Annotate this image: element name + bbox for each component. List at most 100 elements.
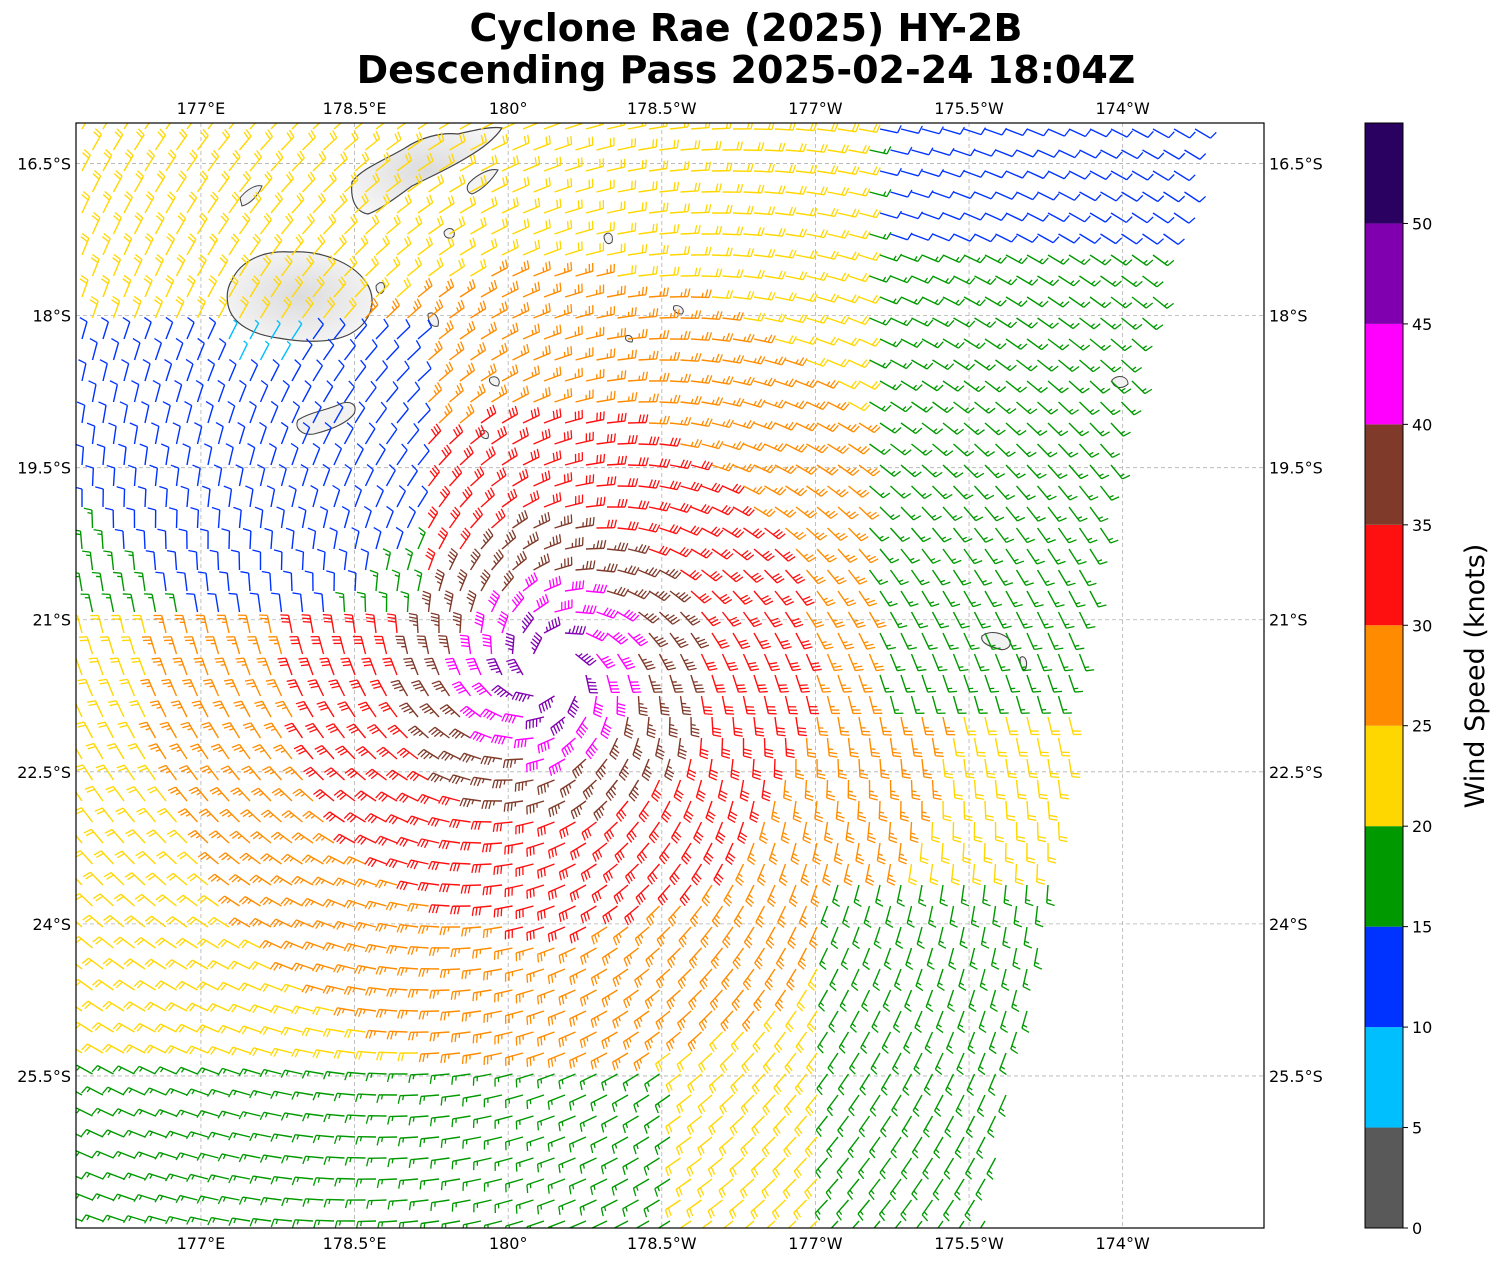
wind-barb: [879, 125, 902, 134]
wind-barb: [323, 171, 337, 193]
wind-barb: [984, 127, 1008, 136]
wind-barb: [1142, 275, 1164, 288]
wind-barb: [154, 170, 166, 193]
wind-barb: [974, 148, 997, 157]
wind-barb: [501, 238, 519, 256]
wind-barb: [764, 185, 786, 195]
wind-barb: [417, 194, 434, 214]
wind-barb: [711, 290, 734, 300]
wind-barb: [459, 154, 477, 172]
colorbar-segment: [1365, 524, 1403, 626]
colorbar-tick-label: 25: [1412, 717, 1432, 736]
wind-barb: [480, 123, 495, 130]
wind-barb: [312, 275, 325, 298]
wind-barb: [764, 227, 786, 237]
wind-barb: [785, 185, 807, 195]
wind-barb: [144, 123, 150, 130]
wind-barb: [207, 123, 214, 130]
lon-tick-label-top: 178.5°W: [627, 99, 697, 118]
wind-barb: [470, 300, 487, 319]
wind-barb: [543, 156, 562, 172]
wind-barb: [1100, 233, 1123, 245]
wind-barb: [123, 191, 134, 214]
wind-barb: [365, 130, 381, 151]
colorbar: 0 5 10 15 20 25 30 35 40 45 50: [1364, 122, 1432, 1238]
wind-barb: [186, 275, 196, 298]
viti-levu-island: [226, 251, 373, 342]
colorbar-segment: [1365, 223, 1403, 324]
wind-barb: [302, 129, 316, 151]
wind-barb: [1152, 170, 1175, 181]
wind-barb: [1058, 191, 1081, 201]
wind-barb: [764, 313, 787, 323]
wind-barb: [1079, 233, 1102, 244]
wind-barb: [942, 296, 965, 306]
wind-barb: [1089, 128, 1112, 138]
wind-barb: [963, 338, 986, 350]
wind-barb: [417, 152, 434, 172]
wind-barb: [533, 303, 551, 319]
wind-barb: [774, 206, 797, 216]
wind-barb: [1142, 149, 1165, 160]
wind-barb: [1037, 149, 1060, 158]
wind-barb: [596, 137, 615, 151]
lat-tick-label-left: 19.5°S: [17, 459, 71, 478]
wind-barb: [386, 173, 402, 193]
wind-barb: [1110, 128, 1133, 138]
wind-barb: [132, 337, 141, 361]
wind-barb: [921, 211, 945, 220]
wind-barb: [963, 254, 986, 264]
wind-barb: [711, 162, 733, 172]
wind-barb: [995, 233, 1018, 243]
wind-barb: [606, 285, 626, 298]
wind-barb: [165, 149, 177, 172]
wind-barb: [144, 233, 154, 256]
wind-barb: [301, 254, 315, 277]
wind-barb: [512, 134, 530, 151]
wind-barb: [1058, 149, 1081, 159]
wind-barb: [154, 337, 163, 361]
wind-barb: [501, 322, 519, 340]
wind-barb: [816, 123, 839, 132]
wind-barb: [1100, 191, 1123, 202]
wind-barb: [312, 234, 326, 256]
wind-barb: [701, 268, 723, 278]
wind-barb: [228, 123, 235, 130]
wind-barb: [911, 317, 934, 327]
wind-barb: [816, 293, 840, 303]
wind-barb: [564, 325, 583, 340]
wind-barb: [407, 173, 423, 193]
wind-barb: [984, 254, 1007, 264]
wind-barb: [480, 154, 498, 172]
small-islet: [489, 376, 500, 387]
wind-barb: [879, 253, 903, 262]
wind-barb: [102, 123, 108, 130]
wind-barb: [133, 253, 143, 277]
small-islet: [673, 305, 684, 315]
wind-barb: [638, 223, 658, 235]
wind-barb: [911, 275, 934, 284]
wind-barb: [1026, 128, 1050, 137]
lat-tick-label-left: 21°S: [32, 611, 71, 630]
wind-barb: [207, 275, 218, 298]
wind-barb: [407, 131, 423, 151]
wind-barb: [1079, 275, 1101, 287]
wind-barb: [585, 158, 605, 172]
wind-barb: [638, 181, 658, 193]
wind-barb: [291, 150, 305, 172]
wind-barb: [1173, 170, 1196, 182]
wind-barb: [111, 338, 120, 361]
colorbar-tick-label: 15: [1412, 918, 1432, 937]
wind-barb: [354, 234, 369, 256]
lon-tick-label-top: 174°W: [1095, 99, 1150, 118]
wind-barb: [165, 316, 174, 340]
small-islet: [443, 228, 455, 239]
wind-barb: [543, 282, 562, 298]
wind-barb: [753, 206, 776, 216]
wind-barb: [1110, 338, 1132, 352]
wind-barb: [217, 254, 229, 277]
wind-barb: [1005, 338, 1028, 350]
lon-tick-label-bottom: 178.5°W: [627, 1234, 697, 1253]
wind-barb: [375, 235, 390, 256]
